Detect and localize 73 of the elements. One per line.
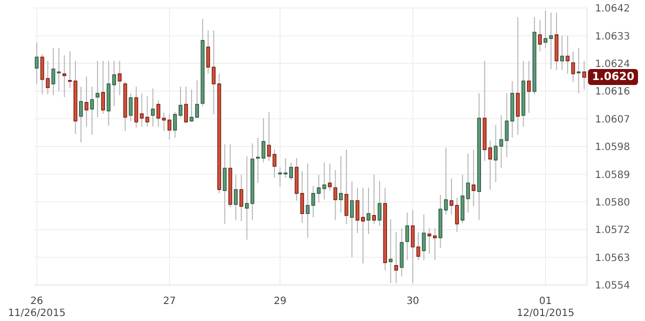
candlestick xyxy=(62,54,66,98)
candlestick xyxy=(394,232,398,284)
candlestick xyxy=(316,174,321,204)
candlestick xyxy=(46,60,50,95)
candlestick xyxy=(472,149,476,207)
y-tick-label: 1.0580 xyxy=(595,197,630,208)
candlestick xyxy=(328,163,332,192)
candlestick xyxy=(206,30,210,74)
candlestick xyxy=(422,214,426,261)
x-tick-label: 26 11/26/2015 xyxy=(8,296,66,319)
candlestick xyxy=(576,47,581,94)
candlestick xyxy=(150,88,155,128)
text: 1.0620 xyxy=(588,69,638,86)
candlestick xyxy=(432,228,437,261)
candlestick xyxy=(405,212,410,261)
candlestick xyxy=(388,218,393,284)
y-tick-label: 1.0572 xyxy=(595,225,630,236)
candlestick xyxy=(51,47,56,96)
candlestick xyxy=(499,114,504,169)
candlestick xyxy=(306,163,310,238)
y-tick-label: 1.0616 xyxy=(595,86,630,98)
x-tick-label: 29 xyxy=(274,296,286,307)
candlestick xyxy=(427,228,432,254)
candlestick xyxy=(366,187,370,235)
candlestick xyxy=(184,86,188,124)
candlestick xyxy=(311,185,316,218)
candlestick xyxy=(40,54,44,95)
candlestick xyxy=(140,92,144,128)
x-tick-label: 01 12/01/2015 xyxy=(516,296,574,319)
candlestick xyxy=(322,162,326,200)
candlestick xyxy=(410,210,415,284)
y-tick-label: 1.0607 xyxy=(595,114,630,126)
candlestick xyxy=(344,149,348,224)
candlestick xyxy=(526,60,531,114)
candlestick xyxy=(378,180,382,226)
candlestick xyxy=(84,76,88,128)
candlestick xyxy=(516,16,520,136)
candlestick xyxy=(34,42,39,84)
candlestick xyxy=(538,19,542,52)
candlestick xyxy=(338,156,343,214)
y-tick-label: 1.0624 xyxy=(595,58,630,70)
y-tick-label: 1.0642 xyxy=(595,4,630,15)
candlestick xyxy=(372,174,376,224)
candlestick xyxy=(350,180,354,258)
candlestick xyxy=(571,50,576,82)
candlestick xyxy=(488,140,492,190)
x-tick-label: 30 xyxy=(406,296,420,307)
candlestick xyxy=(128,92,133,122)
candlestick xyxy=(96,60,100,118)
y-tick-label: 1.0563 xyxy=(595,252,630,264)
candlestick xyxy=(560,35,564,71)
candlestick xyxy=(145,96,150,128)
y-tick-label: 1.0589 xyxy=(595,170,630,181)
candlestick xyxy=(118,60,122,96)
candlestick xyxy=(56,47,61,92)
candlestick xyxy=(300,170,304,224)
y-tick-label: 1.0633 xyxy=(595,31,630,42)
candlestick xyxy=(582,60,586,90)
x-tick-label: 27 xyxy=(163,296,176,307)
candlestick xyxy=(90,86,94,136)
candlestick xyxy=(101,60,105,114)
candlestick xyxy=(239,174,244,222)
candlestick xyxy=(79,86,83,143)
candlestick xyxy=(416,232,420,261)
candlestick xyxy=(566,35,570,74)
candlestick xyxy=(333,170,338,221)
candlestick xyxy=(504,92,509,158)
candlestick xyxy=(212,30,216,115)
candlestick xyxy=(234,174,238,221)
y-tick-label: 1.0598 xyxy=(595,142,630,154)
candlestick xyxy=(222,144,227,224)
y-tick-label: 1.0554 xyxy=(595,280,630,292)
candlestick xyxy=(494,124,498,183)
